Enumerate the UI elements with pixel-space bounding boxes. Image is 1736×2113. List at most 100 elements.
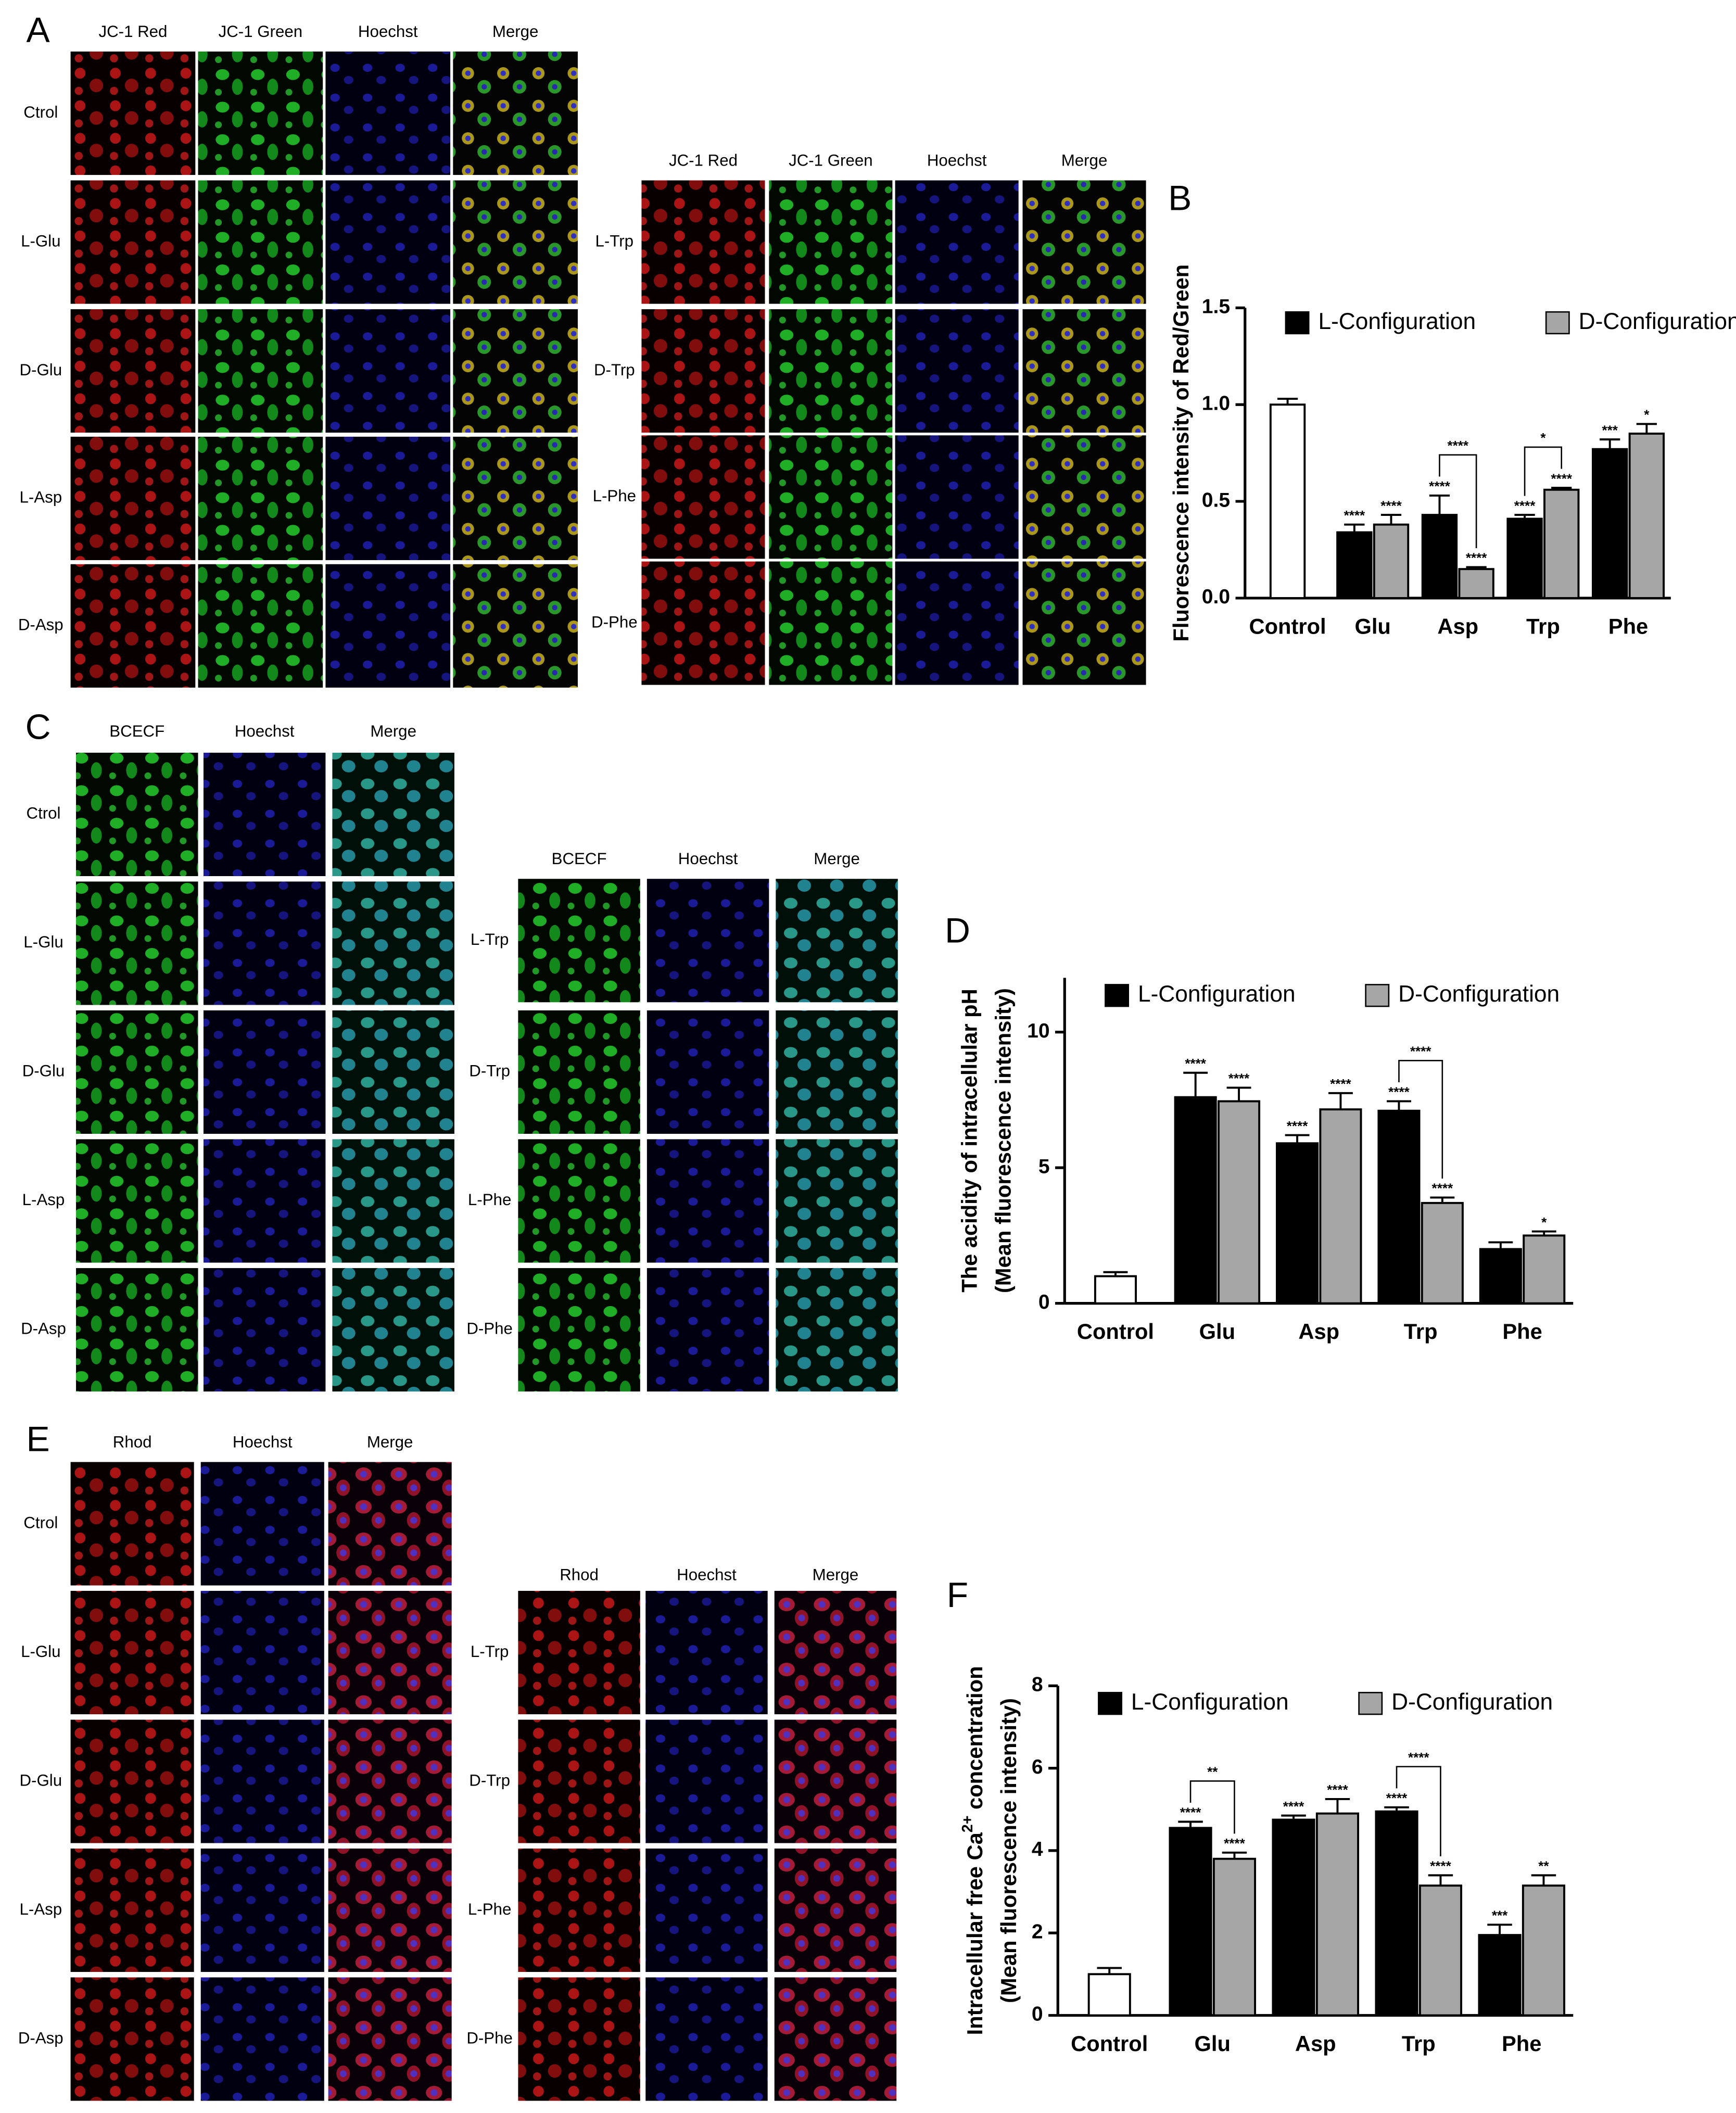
y-axis-label-superscript: 2+ [959,1816,975,1833]
significance-label: * [1644,407,1650,423]
y-axis-label-text: (Mean fluorescence intensity) [996,1698,1021,2003]
y-tick-label: 0 [1038,1291,1050,1313]
column-header: Hoechst [678,850,738,868]
panel-letter: F [947,1576,968,1615]
micrograph [776,1139,898,1263]
column-header: Merge [813,1566,859,1584]
significance-label: **** [1432,1181,1453,1196]
panel-letter: A [26,10,50,49]
x-tick-label: Control [1077,1319,1154,1344]
row-label: L-Phe [468,1191,511,1209]
column-header: Hoechst [927,151,987,169]
micrograph [518,879,640,1003]
y-tick-label: 2 [1032,1920,1043,1943]
micrograph [518,1590,640,1715]
micrograph [328,1719,452,1843]
micrograph [776,1268,898,1391]
micrograph [325,564,451,688]
micrograph [518,1268,640,1391]
micrograph [647,1139,769,1263]
micrograph [328,1462,452,1586]
significance-label: **** [1408,1750,1429,1765]
micrograph [645,1590,768,1715]
row-label: L-Phe [468,1900,511,1918]
micrograph [332,1010,454,1134]
x-tick-label: Asp [1437,614,1478,638]
x-tick-label: Phe [1502,1319,1542,1344]
column-header: JC-1 Green [219,22,303,41]
legend-label: L-Configuration [1318,309,1476,334]
micrograph [774,1977,897,2101]
micrograph [641,435,765,559]
micrograph [332,752,454,876]
column-header: Hoechst [358,22,418,41]
significance-bracket [1189,1780,1235,1834]
y-axis-label: Fluorescence intensity of Red/Green [1169,264,1193,642]
y-tick-label: 0.5 [1202,489,1230,511]
y-axis-label-text: The acidity of intracellular pH [957,989,982,1293]
micrograph [1022,561,1146,685]
x-tick-label: Control [1071,2031,1148,2056]
bar [1377,1109,1421,1305]
significance-label: * [1540,430,1546,446]
bar [1269,403,1306,599]
micrograph [518,1719,640,1843]
x-tick-label: Trp [1402,2031,1436,2056]
micrograph [774,1848,897,1972]
micrograph [769,309,893,433]
x-tick-label: Phe [1608,614,1648,638]
bar [1421,514,1458,599]
row-label: L-Trp [471,930,509,948]
row-label: L-Glu [21,232,60,250]
row-label: D-Phe [466,1320,513,1338]
micrograph [453,52,578,175]
micrograph [70,1719,194,1843]
micrograph [774,1719,897,1843]
micrograph [1022,435,1146,559]
micrograph [769,180,893,304]
legend-swatch [1285,311,1310,335]
significance-label: **** [1551,471,1572,486]
significance-label: **** [1224,1836,1245,1851]
significance-label: **** [1386,1790,1408,1806]
micrograph [518,1848,640,1972]
bar [1315,1812,1359,2017]
row-label: D-Phe [591,613,638,631]
significance-bracket [1524,446,1563,496]
significance-label: **** [1388,1084,1410,1100]
micrograph [200,1590,324,1715]
micrograph [200,1977,324,2101]
micrograph [518,1139,640,1263]
micrograph [641,561,765,685]
y-axis-label-text: (Mean fluorescence intensity) [991,988,1016,1293]
micrograph [774,1590,897,1715]
bar [1522,1884,1565,2017]
bar [1506,517,1543,599]
significance-bracket [1439,454,1477,548]
micrograph [641,180,765,304]
row-label: L-Asp [19,488,62,507]
column-header: JC-1 Green [789,151,873,169]
column-header: JC-1 Red [98,22,167,41]
significance-label: **** [1283,1799,1304,1814]
legend-swatch [1358,1692,1383,1715]
bar [1478,1934,1522,2017]
micrograph [325,52,451,175]
micrograph [200,1719,324,1843]
row-label: Ctrol [27,804,61,823]
significance-label: **** [1429,478,1450,494]
micrograph [70,436,196,560]
significance-label: **** [1448,438,1469,453]
row-label: Ctrol [23,1513,58,1532]
micrograph [70,1848,194,1972]
column-header: BCECF [109,722,164,740]
micrograph [203,881,326,1005]
legend-label: D-Configuration [1391,1689,1553,1715]
column-header: Hoechst [235,722,295,740]
micrograph [518,1010,640,1134]
y-tick-label: 5 [1038,1155,1050,1178]
x-tick-label: Glu [1195,2031,1231,2056]
micrograph [645,1848,768,1972]
micrograph [76,752,198,876]
